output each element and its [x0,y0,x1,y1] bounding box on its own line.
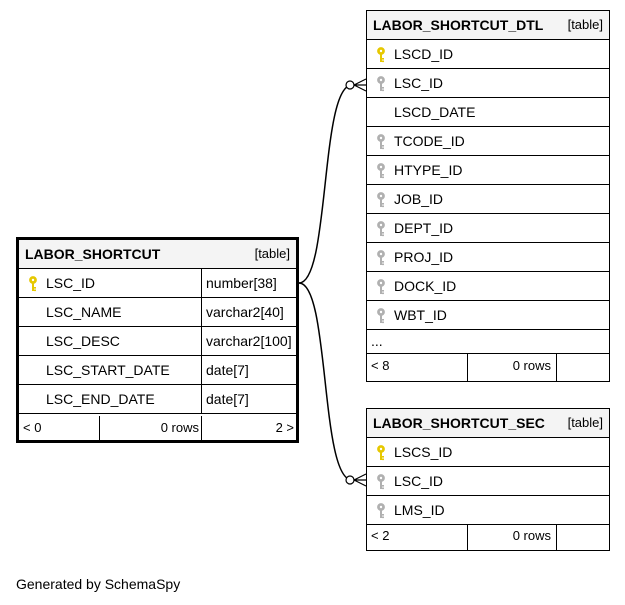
foreign-key-icon [377,474,385,490]
column-row[interactable]: WBT_ID [367,301,609,330]
foreign-key-icon [377,163,385,179]
foreign-key-icon [377,221,385,237]
column-row[interactable]: LSC_END_DATE date[7] [19,385,296,414]
column-name: LSCS_ID [394,444,453,460]
foreign-key-icon [377,250,385,266]
column-row[interactable]: DEPT_ID [367,214,609,243]
column-name: PROJ_ID [394,249,454,265]
column-type: varchar2[40] [201,298,296,326]
table-tag: [table] [567,415,603,430]
column-name: HTYPE_ID [394,162,463,178]
primary-key-icon [29,276,37,292]
column-row[interactable]: TCODE_ID [367,127,609,156]
more-columns: ... [371,333,383,349]
column-name: WBT_ID [394,307,447,323]
column-type: varchar2[100] [201,327,296,355]
column-name: DOCK_ID [394,278,457,294]
column-row[interactable]: LSCD_DATE [367,98,609,127]
table-header: LABOR_SHORTCUT_SEC [table] [367,409,609,438]
column-type: number[38] [201,269,296,297]
footer-rows: 0 rows [467,524,557,551]
link-dtl-optional-marker [345,80,355,90]
column-name: LSC_END_DATE [46,391,155,407]
link-sec [298,282,353,481]
footer-parents: < 2 [371,528,390,543]
column-name: TCODE_ID [394,133,465,149]
column-row[interactable]: LSC_ID [367,69,609,98]
link-sec-crowfoot [353,473,367,487]
table-labor-shortcut-dtl[interactable]: LABOR_SHORTCUT_DTL [table] LSCD_ID LSC_ID… [366,10,610,382]
more-columns-row: ... [367,330,609,354]
column-row[interactable]: LSC_NAME varchar2[40] [19,298,296,327]
column-name: LSC_ID [394,75,444,91]
column-name: LSC_ID [46,275,96,291]
footer-parents: < 0 [23,420,42,435]
footer-rows: 0 rows [99,416,203,443]
column-name: LSCD_ID [394,46,454,62]
column-name: LSC_START_DATE [46,362,170,378]
footer-rows: 0 rows [467,354,557,381]
footer-parents: < 8 [371,358,390,373]
foreign-key-icon [377,76,385,92]
table-labor-shortcut[interactable]: LABOR_SHORTCUT [table] LSC_ID number[38] L… [16,237,299,443]
foreign-key-icon [377,503,385,519]
column-name: LSCD_DATE [394,104,476,120]
column-row[interactable]: JOB_ID [367,185,609,214]
column-row[interactable]: LSCD_ID [367,40,609,69]
column-name: LMS_ID [394,502,445,518]
column-row[interactable]: LSC_ID [367,467,609,496]
table-name: LABOR_SHORTCUT_DTL [373,17,544,33]
primary-key-icon [377,47,385,63]
column-row[interactable]: LSC_START_DATE date[7] [19,356,296,385]
link-sec-optional-marker [345,475,355,485]
table-name: LABOR_SHORTCUT_SEC [373,415,545,431]
column-name: DEPT_ID [394,220,454,236]
foreign-key-icon [377,134,385,150]
column-type: date[7] [201,385,296,413]
table-tag: [table] [254,246,290,261]
column-name: LSC_NAME [46,304,122,320]
column-row[interactable]: LSC_DESC varchar2[100] [19,327,296,356]
column-name: JOB_ID [394,191,444,207]
column-name: LSC_ID [394,473,444,489]
table-labor-shortcut-sec[interactable]: LABOR_SHORTCUT_SEC [table] LSCS_ID LSC_ID… [366,408,610,551]
table-name: LABOR_SHORTCUT [25,246,161,262]
primary-key-icon [377,445,385,461]
footer-children: 2 > [201,416,298,443]
foreign-key-icon [377,192,385,208]
column-row[interactable]: LMS_ID [367,496,609,525]
table-footer: < 8 0 rows [367,354,609,381]
foreign-key-icon [377,279,385,295]
column-type: date[7] [201,356,296,384]
table-footer: < 0 0 rows 2 > [19,416,296,443]
generated-by-note: Generated by SchemaSpy [16,576,181,592]
link-dtl-crowfoot [353,78,367,92]
table-header: LABOR_SHORTCUT [table] [19,240,296,269]
table-tag: [table] [567,17,603,32]
foreign-key-icon [377,308,385,324]
column-name: LSC_DESC [46,333,120,349]
column-row[interactable]: PROJ_ID [367,243,609,272]
column-row[interactable]: HTYPE_ID [367,156,609,185]
column-row[interactable]: LSCS_ID [367,438,609,467]
column-row[interactable]: DOCK_ID [367,272,609,301]
table-footer: < 2 0 rows [367,524,609,551]
column-row[interactable]: LSC_ID number[38] [19,269,296,298]
link-dtl [298,84,353,284]
table-header: LABOR_SHORTCUT_DTL [table] [367,11,609,40]
